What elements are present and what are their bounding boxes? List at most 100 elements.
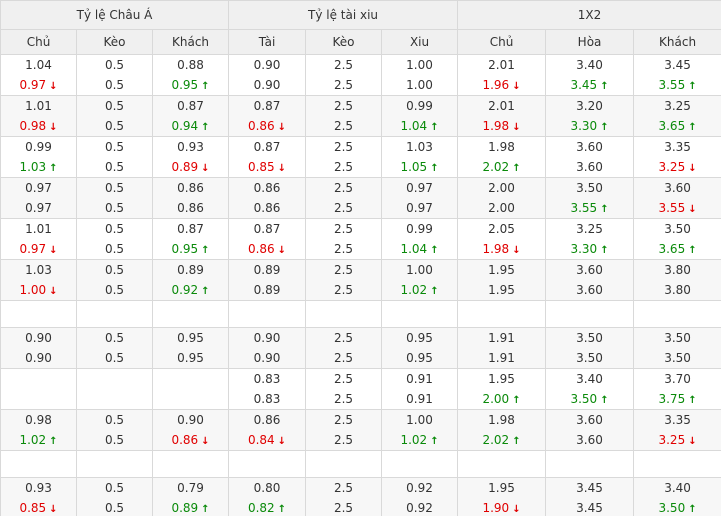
odds-value: 0.86 ↓ bbox=[230, 239, 305, 259]
odds-cell: 0.86 0.86 bbox=[228, 177, 307, 219]
odds-number: 3.80 bbox=[664, 283, 691, 297]
odds-value: 3.35 bbox=[635, 138, 721, 158]
odds-value: 2.01 bbox=[459, 97, 545, 117]
odds-cell: 0.90 0.90 bbox=[0, 327, 77, 369]
odds-number: 1.05 bbox=[400, 160, 428, 174]
odds-number: 1.00 bbox=[406, 58, 433, 72]
arrow-up-icon: ↑ bbox=[201, 286, 210, 297]
odds-value: 3.80 bbox=[635, 280, 721, 300]
odds-number: 0.99 bbox=[406, 99, 433, 113]
odds-cell: 1.01 0.98 ↓ bbox=[0, 95, 77, 137]
odds-value: 0.85 ↓ bbox=[2, 498, 76, 516]
odds-cell: 0.90 0.86 ↓ bbox=[151, 409, 230, 451]
arrow-down-icon: ↓ bbox=[201, 436, 210, 447]
odds-cell: 3.60 3.60 bbox=[545, 409, 635, 451]
odds-number: 0.87 bbox=[253, 140, 281, 154]
odds-number: 1.02 bbox=[19, 433, 47, 447]
odds-value: 3.50 bbox=[547, 329, 633, 349]
odds-value: 3.70 bbox=[635, 370, 721, 390]
odds-number: 0.99 bbox=[25, 140, 52, 154]
table-row: 1.04 0.97 ↓ 0.5 0.5 0.88 0.95 ↑ 0.90 0.90 2.5 2.5 1.… bbox=[0, 54, 721, 96]
odds-cell bbox=[76, 450, 153, 478]
odds-number: 3.75 bbox=[658, 392, 686, 406]
odds-number: 2.5 bbox=[333, 392, 354, 406]
odds-number: 0.97 bbox=[25, 181, 52, 195]
odds-value: 0.97 bbox=[2, 179, 76, 199]
odds-number: 0.86 bbox=[247, 242, 275, 256]
odds-number: 0.97 bbox=[19, 78, 47, 92]
table-row: 0.99 1.03 ↑ 0.5 0.5 0.93 0.89 ↓ 0.87 0.85 ↓ 2.5 2.5 1… bbox=[0, 136, 721, 178]
odds-value: 0.89 bbox=[230, 280, 305, 300]
odds-value: 0.5 bbox=[78, 157, 152, 177]
odds-cell bbox=[305, 450, 383, 478]
odds-value: 3.50 bbox=[635, 329, 721, 349]
odds-cell: 0.80 0.82 ↑ bbox=[228, 477, 307, 516]
column-header-row: Chủ Kèo Khách Tài Kèo Xiu Chủ Hòa Khách bbox=[0, 29, 721, 55]
arrow-up-icon: ↑ bbox=[430, 436, 439, 447]
odds-cell: 1.04 0.97 ↓ bbox=[0, 54, 77, 96]
odds-value: 2.01 bbox=[459, 56, 545, 76]
odds-value: 3.65 ↑ bbox=[635, 239, 721, 259]
table-row: 1.03 1.00 ↓ 0.5 0.5 0.89 0.92 ↑ 0.89 0.89 2.5 2.5 1.… bbox=[0, 259, 721, 301]
odds-value: 3.30 ↑ bbox=[547, 239, 633, 259]
odds-cell: 0.87 0.86 ↓ bbox=[228, 218, 307, 260]
odds-value: 2.5 bbox=[307, 138, 381, 158]
odds-number: 3.40 bbox=[576, 58, 603, 72]
odds-value: 0.5 bbox=[78, 75, 152, 95]
odds-value: 2.5 bbox=[307, 411, 381, 431]
table-row: 0.83 0.83 2.5 2.5 0.91 0.91 1.95 2.00 ↑ 3.40 3.50 ↑… bbox=[0, 368, 721, 410]
odds-number: 2.00 bbox=[488, 181, 515, 195]
odds-number: 0.5 bbox=[104, 181, 125, 195]
odds-value: 2.00 ↑ bbox=[459, 389, 545, 409]
odds-cell: 2.5 2.5 bbox=[305, 368, 383, 410]
odds-number: 0.89 bbox=[171, 160, 199, 174]
odds-value: 3.55 ↑ bbox=[635, 75, 721, 95]
odds-number: 1.00 bbox=[19, 283, 47, 297]
odds-value: 3.60 bbox=[635, 179, 721, 199]
odds-number: 0.5 bbox=[104, 99, 125, 113]
odds-number: 1.03 bbox=[406, 140, 433, 154]
odds-value: 3.25 ↓ bbox=[635, 430, 721, 450]
odds-number: 1.00 bbox=[406, 263, 433, 277]
odds-number: 3.25 bbox=[664, 99, 691, 113]
arrow-down-icon: ↓ bbox=[49, 504, 58, 515]
odds-number: 0.87 bbox=[253, 99, 281, 113]
odds-value: 2.5 bbox=[307, 370, 381, 390]
odds-number: 2.5 bbox=[333, 242, 354, 256]
odds-number: 3.45 bbox=[576, 481, 603, 495]
odds-value: 0.99 bbox=[383, 220, 457, 240]
arrow-down-icon: ↓ bbox=[277, 122, 287, 133]
odds-number: 1.01 bbox=[25, 99, 52, 113]
arrow-up-icon: ↑ bbox=[201, 504, 210, 515]
arrow-up-icon: ↑ bbox=[688, 122, 697, 133]
odds-cell: 1.00 1.00 bbox=[381, 54, 459, 96]
odds-value: 0.5 bbox=[78, 479, 152, 499]
odds-number: 0.95 bbox=[171, 78, 199, 92]
odds-value: 0.93 bbox=[2, 479, 76, 499]
odds-value: 1.95 bbox=[459, 370, 545, 390]
odds-value: 0.5 bbox=[78, 329, 152, 349]
odds-value: 0.86 ↓ bbox=[230, 116, 305, 136]
odds-number: 1.91 bbox=[488, 351, 515, 365]
odds-number: 0.97 bbox=[406, 201, 433, 215]
odds-cell: 1.03 1.00 ↓ bbox=[0, 259, 77, 301]
odds-value: 0.86 bbox=[230, 179, 305, 199]
odds-number: 0.95 bbox=[406, 331, 433, 345]
odds-value: 1.98 bbox=[459, 411, 545, 431]
odds-number: 3.80 bbox=[664, 263, 691, 277]
odds-number: 0.97 bbox=[25, 201, 52, 215]
odds-value: 3.45 ↑ bbox=[547, 75, 633, 95]
odds-number: 3.45 bbox=[664, 58, 691, 72]
odds-cell: 1.98 2.02 ↑ bbox=[457, 409, 547, 451]
odds-number: 0.86 bbox=[177, 181, 204, 195]
odds-cell: 0.5 0.5 bbox=[76, 218, 153, 260]
odds-value: 0.5 bbox=[78, 138, 152, 158]
odds-value: 3.60 bbox=[547, 157, 633, 177]
arrow-down-icon: ↓ bbox=[49, 122, 58, 133]
odds-value: 1.02 ↑ bbox=[383, 430, 457, 450]
arrow-up-icon: ↑ bbox=[430, 245, 439, 256]
odds-cell: 0.5 0.5 bbox=[76, 259, 153, 301]
odds-cell bbox=[545, 450, 635, 478]
odds-value: 0.85 ↓ bbox=[230, 157, 305, 177]
odds-value: 0.5 bbox=[78, 498, 152, 516]
